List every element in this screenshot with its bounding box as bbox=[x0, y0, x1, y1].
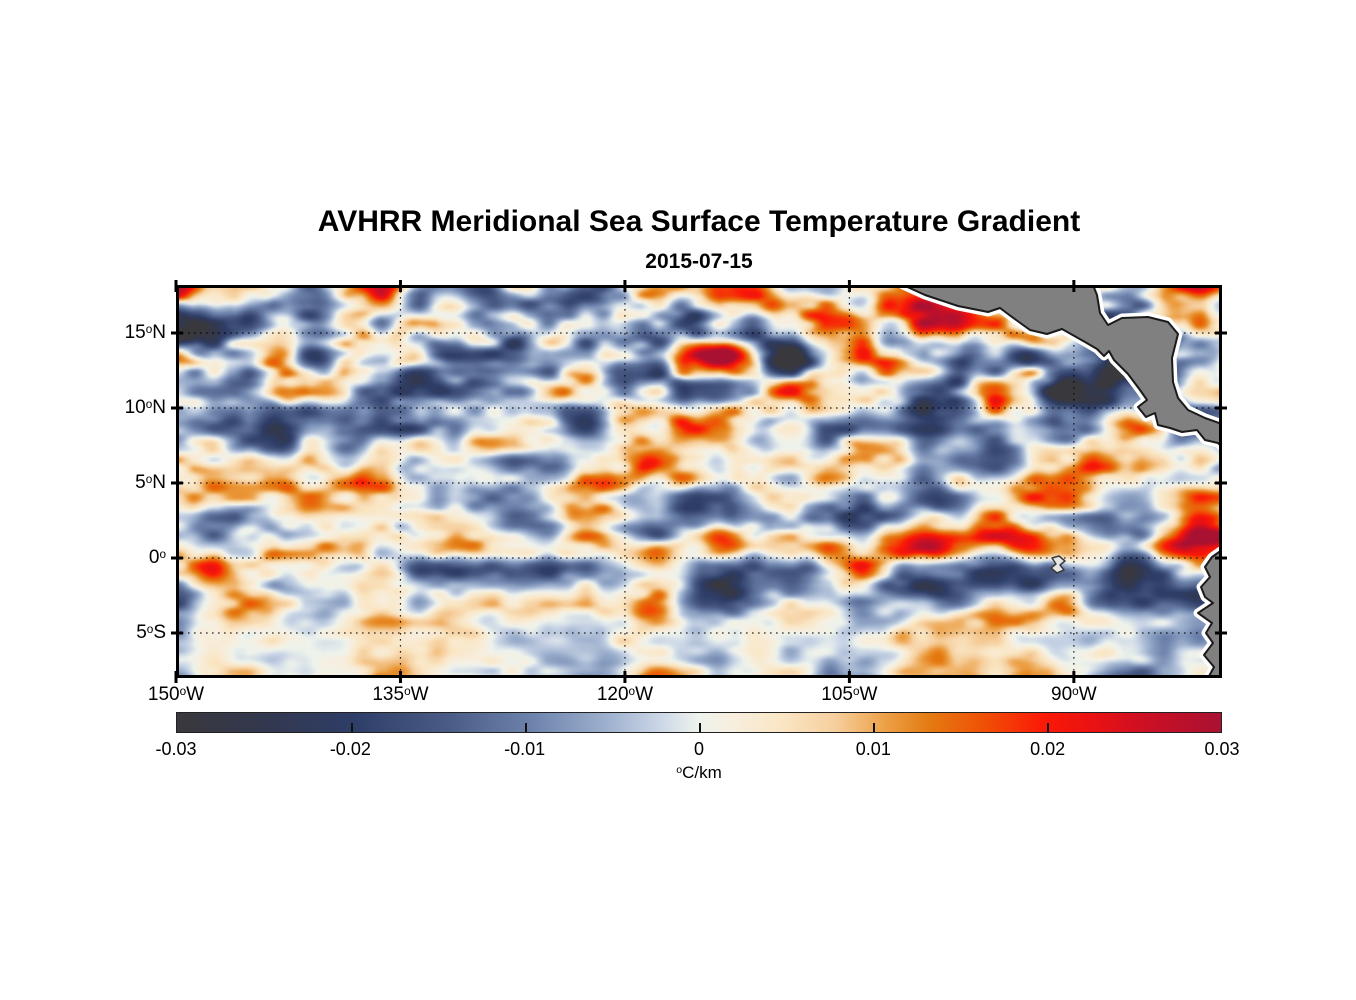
colorbar-tick-label: -0.02 bbox=[329, 739, 371, 759]
degree-symbol: o bbox=[852, 684, 860, 698]
lon-tick-label: 90oW bbox=[1051, 684, 1097, 705]
map-axes bbox=[171, 280, 1227, 683]
degree-symbol: o bbox=[145, 322, 153, 336]
chart-title: AVHRR Meridional Sea Surface Temperature… bbox=[317, 205, 1081, 238]
colorbar-tick-mark bbox=[525, 723, 527, 732]
degree-symbol: o bbox=[1072, 684, 1079, 698]
lat-tick-label: 5oS bbox=[136, 622, 166, 643]
sst-gradient-heatmap bbox=[176, 285, 1222, 678]
colorbar bbox=[176, 712, 1222, 733]
unit-text: C/km bbox=[682, 763, 722, 782]
longitude-axis: 150oW 135oW 120oW 105oW 90oW bbox=[148, 684, 1222, 714]
chart-date-subtitle: 2015-07-15 bbox=[645, 250, 753, 273]
degree-symbol: o bbox=[145, 397, 153, 411]
colorbar-tick-labels: -0.03 -0.02 -0.01 0 0.01 0.02 0.03 bbox=[155, 739, 1239, 761]
lat-tick-label: 0o bbox=[148, 547, 166, 568]
colorbar-tick-label: 0.01 bbox=[855, 739, 891, 759]
degree-symbol: o bbox=[628, 684, 636, 698]
latitude-axis: 15oN 10oN 5oN 0o 5oS bbox=[0, 285, 176, 678]
colorbar-tick-mark bbox=[873, 723, 875, 732]
lat-tick-label: 10oN bbox=[124, 397, 166, 418]
lon-tick-label: 135oW bbox=[372, 684, 429, 705]
lon-tick-label: 120oW bbox=[596, 684, 654, 705]
map-overlay bbox=[171, 280, 1227, 683]
map-inner-layer bbox=[176, 285, 1222, 678]
lat-tick-label: 5oN bbox=[135, 472, 166, 493]
degree-symbol: o bbox=[179, 684, 187, 698]
land-south-america bbox=[1197, 549, 1222, 678]
land-central-america bbox=[902, 285, 1222, 448]
degree-symbol: o bbox=[145, 472, 153, 486]
degree-symbol: o bbox=[404, 684, 411, 698]
colorbar-tick-label: -0.01 bbox=[504, 739, 546, 759]
colorbar-tick-label: -0.03 bbox=[155, 739, 197, 759]
lon-tick-label: 150oW bbox=[147, 684, 205, 705]
colorbar-tick-label: 0.03 bbox=[1204, 739, 1240, 759]
lat-tick-label: 15oN bbox=[124, 322, 166, 343]
axes-frame bbox=[176, 285, 1222, 678]
colorbar-tick-mark bbox=[351, 723, 353, 732]
land-galapagos-islands bbox=[1050, 555, 1066, 574]
colorbar-tick-label: 0 bbox=[693, 739, 704, 759]
degree-symbol: o bbox=[159, 547, 166, 561]
colorbar-tick-mark bbox=[699, 723, 701, 732]
degree-symbol: o bbox=[676, 764, 683, 777]
colorbar-unit-label: oC/km bbox=[176, 763, 1222, 783]
colorbar-tick-label: 0.02 bbox=[1030, 739, 1066, 759]
degree-symbol: o bbox=[146, 622, 154, 636]
lon-tick-label: 105oW bbox=[821, 684, 878, 705]
colorbar-tick-mark bbox=[1047, 723, 1049, 732]
